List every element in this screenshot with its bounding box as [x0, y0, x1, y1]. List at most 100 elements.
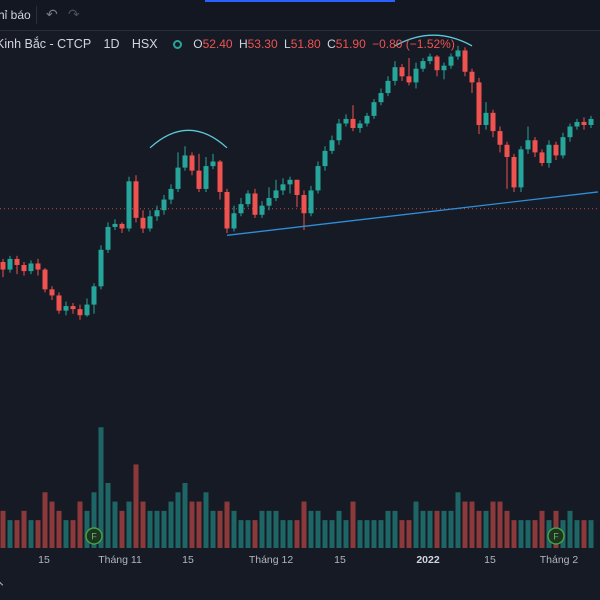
volume-bar	[567, 510, 573, 548]
candle-body	[266, 198, 272, 206]
volume-bar	[336, 510, 342, 548]
candle-body	[112, 223, 118, 227]
volume-bar	[189, 501, 195, 548]
candle-body	[245, 193, 251, 205]
earnings-marker-icon	[85, 527, 103, 545]
volume-bar	[483, 510, 489, 548]
symbol-name[interactable]: Kinh Bắc - CTCP	[0, 37, 92, 51]
low-value: 51.80	[290, 37, 321, 51]
volume-bar	[21, 510, 27, 548]
volume-bar	[98, 427, 104, 548]
candle-body	[301, 195, 307, 214]
candle-body	[35, 263, 41, 270]
candle-body	[203, 166, 209, 189]
candle-body	[105, 226, 111, 250]
time-axis[interactable]: 15 Tháng 11 15 Tháng 12 15 2022 15 Tháng 2	[0, 548, 600, 568]
redo-icon[interactable]: ↷	[68, 6, 80, 22]
candle-body	[273, 190, 279, 199]
volume-bar	[532, 520, 538, 548]
volume-bar	[490, 501, 496, 548]
scroll-icon[interactable]: ↖	[0, 574, 5, 590]
volume-bar	[147, 510, 153, 548]
candle-body	[364, 115, 370, 124]
candle-body	[560, 137, 566, 156]
market-status-icon	[172, 40, 182, 49]
volume-bar	[203, 492, 209, 548]
volume-bar	[406, 520, 412, 548]
candle-body	[581, 121, 587, 125]
volume-bar	[182, 483, 188, 548]
candle-body	[434, 56, 440, 71]
volume-bar	[448, 510, 454, 548]
candle-body	[574, 121, 580, 127]
volume-bar	[140, 501, 146, 548]
indicators-button[interactable]: hỉ báo	[0, 8, 31, 22]
volume-bar	[413, 501, 419, 548]
candle-body	[175, 167, 181, 189]
candle-body	[336, 123, 342, 141]
candle-body	[504, 144, 510, 157]
undo-icon[interactable]: ↶	[46, 6, 58, 22]
earnings-marker-glyph: F	[91, 532, 97, 542]
candle-body	[140, 217, 146, 229]
candle-body	[238, 204, 244, 214]
volume-bar	[434, 510, 440, 548]
volume-bar	[273, 510, 279, 548]
candle-body	[133, 181, 139, 218]
close-value: 51.90	[335, 37, 366, 51]
volume-bar	[14, 520, 20, 548]
candle-body	[518, 149, 524, 188]
volume-bar	[35, 520, 41, 548]
candle-body	[448, 56, 454, 66]
candle-body	[224, 191, 230, 229]
symbol-exchange[interactable]: HSX	[131, 37, 158, 51]
volume-bar	[210, 510, 216, 548]
volume-bar	[231, 510, 237, 548]
candle-body	[385, 80, 391, 94]
candle-body	[350, 118, 356, 129]
candle-body	[147, 216, 153, 229]
candle-body	[56, 295, 62, 311]
volume-bar	[378, 520, 384, 548]
candle-body	[21, 265, 27, 272]
candle-body	[553, 144, 559, 156]
candle-body	[476, 82, 482, 125]
candle-body	[588, 118, 594, 125]
volume-bar	[126, 501, 132, 548]
volume-bar	[518, 520, 524, 548]
candle-body	[392, 67, 398, 81]
candle-body	[252, 193, 258, 215]
volume-bar	[112, 501, 118, 548]
left-shoulder-arc	[149, 129, 228, 149]
volume-bar	[245, 520, 251, 548]
symbol-interval[interactable]: 1D	[103, 37, 120, 51]
candle-body	[427, 56, 433, 62]
candle-body	[322, 150, 328, 167]
earnings-marker-icon	[547, 527, 565, 545]
candle-body	[399, 67, 405, 77]
volume-bar	[266, 510, 272, 548]
volume-bar	[77, 501, 83, 548]
candle-body	[329, 140, 335, 151]
open-value: 52.40	[202, 37, 233, 51]
candle-body	[567, 126, 573, 138]
volume-bar	[574, 520, 580, 548]
volume-bar	[161, 510, 167, 548]
candle-body	[168, 188, 174, 200]
candle-body	[525, 140, 531, 150]
volume-bar	[469, 501, 475, 548]
time-axis-label: 15	[484, 554, 496, 566]
volume-bar	[42, 492, 48, 548]
candle-body	[126, 181, 132, 229]
volume-bar	[49, 501, 55, 548]
candle-body	[455, 50, 461, 57]
candle-body	[231, 213, 237, 229]
volume-bar	[133, 464, 139, 548]
volume-bar	[364, 520, 370, 548]
candle-body	[280, 184, 286, 191]
volume-bar	[588, 520, 594, 548]
candle-body	[84, 304, 90, 316]
candle-body	[14, 258, 20, 265]
volume-bar	[56, 510, 62, 548]
